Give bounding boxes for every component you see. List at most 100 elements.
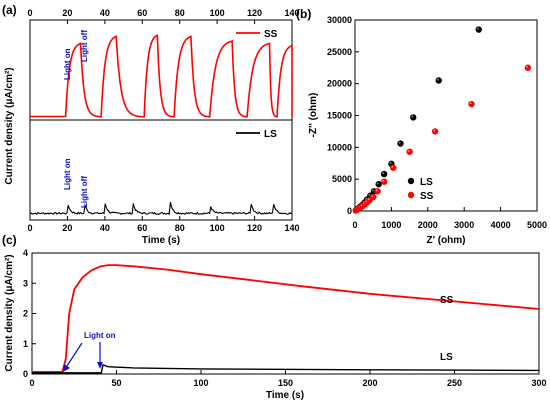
panel-c-label: (c)	[2, 233, 17, 247]
point-ls-highlight	[372, 189, 375, 192]
panel-c-xtick-label: 100	[193, 378, 208, 388]
panel-c-xtick-label: 150	[278, 378, 293, 388]
panel-a-bottom-tick-label: 80	[175, 223, 185, 233]
panel-a-top-plot	[30, 34, 293, 118]
legend-ss-marker	[407, 191, 415, 199]
point-ss-highlight	[371, 195, 374, 198]
point-ls-highlight	[382, 172, 385, 175]
point-ss-highlight	[407, 149, 410, 152]
arrow-c-left-shaft	[64, 342, 83, 370]
panel-b-xtick-label: 5000	[527, 220, 547, 230]
point-ss	[524, 64, 532, 71]
panel-b-ytick-label: 20000	[327, 79, 352, 89]
point-ss	[370, 193, 377, 201]
panel-c-xtick-label: 200	[362, 378, 377, 388]
annotation-bottom-light-off: Light off	[80, 176, 89, 208]
series-ss-line	[30, 34, 293, 118]
panel-b-ytick-label: 25000	[327, 47, 352, 57]
panel-c-xtick-label: 50	[111, 378, 121, 388]
point-ls-highlight	[389, 161, 392, 164]
panel-b-xtick-label: 1000	[381, 220, 401, 230]
panel-c-label-ls: LS	[440, 352, 453, 363]
panel-b-ytick-label: 10000	[327, 142, 352, 152]
point-ss-highlight	[391, 165, 394, 168]
panel-b-xtick-label: 2000	[418, 220, 438, 230]
panel-a-top-tick-label: 100	[210, 8, 225, 18]
point-ss-highlight	[433, 129, 436, 132]
panel-b-xtick-label: 0	[352, 220, 357, 230]
panel-a-xlabel: Time (s)	[142, 235, 180, 246]
legend-ls-marker	[407, 177, 415, 185]
panel-b-ytick-label: 15000	[327, 111, 352, 121]
panel-a-top-tick-label: 20	[62, 8, 72, 18]
panel-c-plot: 0 50 100 150 200 250 300 0 1 2 3 4	[23, 248, 547, 388]
point-ls-highlight	[368, 193, 371, 196]
point-ls	[410, 114, 417, 121]
point-ls-highlight	[398, 141, 401, 144]
panel-c-xtick-label: 250	[447, 378, 462, 388]
panel-a: (a) Time (s) Current density (μA/cm²) 0 0…	[2, 3, 300, 246]
panel-a-ticks: 0 0 20 20 40 40 60 60 80 80 100 100 120 120 140 140	[27, 8, 299, 233]
point-ls	[475, 26, 482, 33]
panel-b-xlabel: Z' (ohm)	[426, 235, 465, 246]
panel-b-ytick-label: 30000	[327, 15, 352, 25]
arrow-c-right-head	[97, 362, 103, 369]
panel-a-top-tick-label: 80	[175, 8, 185, 18]
panel-b-legend-ls: LS	[420, 177, 433, 188]
panel-a-ylabel: Current density (μA/cm²)	[4, 67, 15, 184]
point-ss	[390, 164, 397, 171]
panel-b-ylabel: -Z'' (ohm)	[308, 93, 319, 138]
panel-a-bottom-frame	[29, 119, 293, 221]
point-ss	[380, 178, 388, 185]
series-ss-line	[32, 264, 540, 373]
panel-b-plot: 0 1000 2000 3000 4000 5000 0 5000 10000 15000 2000…	[327, 15, 547, 230]
panel-b-legend-ss: SS	[420, 191, 434, 202]
point-ss-highlight	[375, 189, 378, 192]
panel-a-bottom-tick-label: 20	[62, 223, 72, 233]
panel-a-bottom-tick-label: 140	[284, 223, 299, 233]
panel-c-ytick-label: 0	[23, 369, 28, 379]
panel-c-xlabel: Time (s)	[266, 390, 304, 401]
panel-b: (b) Z' (ohm) -Z'' (ohm) 0 1000 2000 3000 400…	[296, 7, 547, 246]
legend-ls-label: LS	[264, 129, 277, 140]
panel-a-top-tick-label: 60	[137, 8, 147, 18]
panel-c-ytick-label: 3	[23, 278, 28, 288]
point-ss	[468, 100, 475, 108]
point-ss-highlight	[526, 65, 528, 68]
panel-c-frame	[31, 252, 540, 375]
point-ls-highlight	[476, 27, 479, 30]
panel-c-ytick-label: 1	[23, 339, 28, 349]
panel-c-xtick-label: 0	[29, 378, 34, 388]
series-ls-line	[32, 363, 540, 374]
panel-a-bottom-plot	[29, 201, 292, 216]
panel-b-xtick-label: 3000	[454, 220, 474, 230]
annotation-c-light-on: Light on	[84, 331, 116, 340]
point-ls	[435, 77, 442, 84]
point-ls	[375, 181, 382, 188]
panel-a-bottom-tick-label: 0	[27, 223, 32, 233]
point-ss	[406, 148, 413, 155]
point-ls-highlight	[376, 182, 379, 185]
panel-b-ytick-label: 0	[347, 206, 352, 216]
point-ls-highlight	[436, 78, 439, 81]
point-ls-highlight	[411, 115, 414, 118]
panel-a-bottom-tick-label: 120	[247, 223, 262, 233]
annotation-top-light-on: Light on	[63, 48, 72, 80]
panel-a-top-tick-label: 0	[27, 8, 32, 18]
panel-c: (c) Time (s) Current density (μA/cm²) 0 5…	[2, 233, 547, 401]
panel-a-label: (a)	[2, 3, 17, 17]
point-ss	[374, 188, 381, 195]
series-ls-line	[29, 201, 292, 216]
annotation-top-light-off: Light off	[80, 30, 89, 62]
point-ss-highlight	[367, 198, 370, 201]
panel-c-label-ss: SS	[440, 295, 454, 306]
point-ss-highlight	[469, 102, 472, 105]
point-ss-highlight	[382, 179, 385, 182]
panel-c-ylabel: Current density (μA/cm²)	[4, 254, 15, 371]
point-ls	[380, 170, 388, 178]
panel-b-label: (b)	[296, 7, 311, 21]
legend-ss-label: SS	[264, 29, 278, 40]
panel-c-ytick-label: 2	[23, 309, 28, 319]
panel-b-ytick-label: 5000	[332, 174, 352, 184]
